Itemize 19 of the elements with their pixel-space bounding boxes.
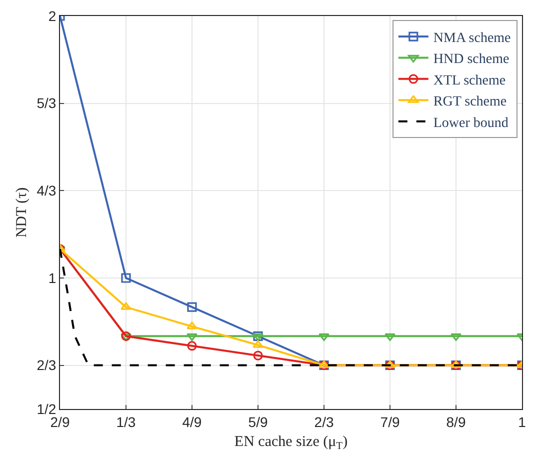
y-tick-label: 5/3	[36, 95, 56, 112]
x-tick-label: 2/3	[314, 414, 334, 430]
y-tick-label: 1	[48, 270, 56, 286]
x-tick-label: 1	[518, 414, 526, 430]
x-tick-label: 7/9	[380, 414, 400, 430]
legend-label: Lower bound	[433, 116, 508, 131]
legend-label: RGT scheme	[433, 94, 507, 110]
y-tick-label: 4/3	[36, 182, 56, 199]
y-axis-title: NDT (τ)	[14, 187, 30, 238]
legend-label: HND scheme	[433, 52, 510, 68]
y-tick-label: 2/3	[36, 357, 56, 374]
legend-label: XTL scheme	[433, 73, 506, 88]
x-tick-label: 8/9	[446, 414, 466, 430]
x-tick-label: 4/9	[182, 414, 202, 430]
x-tick-label: 1/3	[116, 414, 136, 430]
x-tick-label: 5/9	[248, 414, 268, 430]
y-tick-label: 2	[48, 8, 56, 24]
legend-label: NMA scheme	[433, 30, 511, 46]
x-axis-title: EN cache size (μ$_{T}$)	[234, 434, 348, 452]
